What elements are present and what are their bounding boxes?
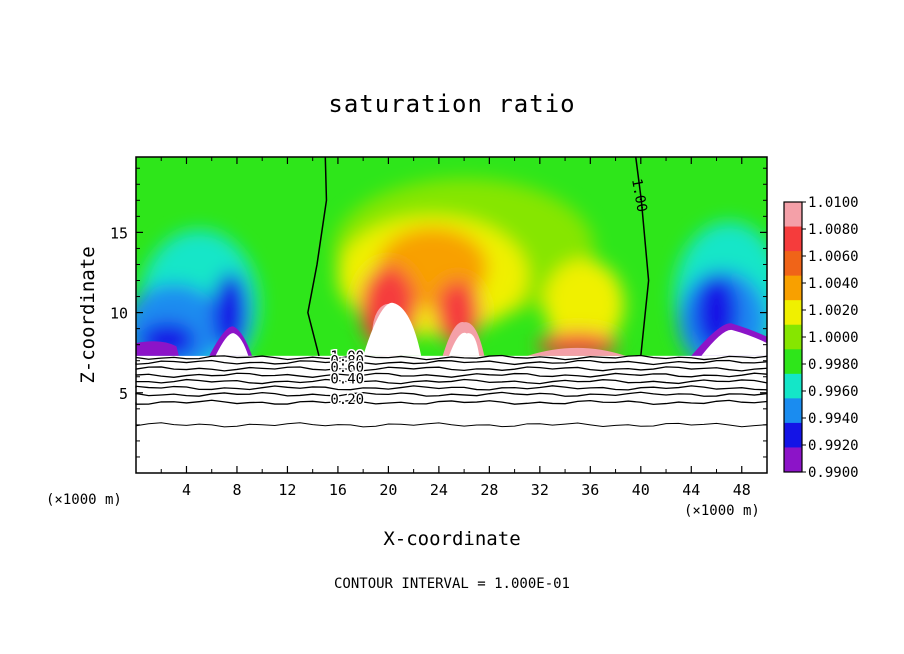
- subsaturated-region: [136, 355, 767, 473]
- contour-line: [135, 378, 768, 385]
- contour-label: 0.80: [330, 354, 364, 370]
- x-axis: 4 8 12 16 20 24 28 32 36 40 44 48: [160, 157, 751, 499]
- pocket-white-left: [363, 302, 422, 356]
- y-tick-label: 15: [110, 224, 128, 242]
- x-tick-label: 16: [329, 481, 347, 499]
- plot-frame: [135, 156, 768, 474]
- x-unit-label-right: (×1000 m): [684, 503, 760, 519]
- colorbar-label: 0.9980: [808, 357, 859, 373]
- contour-line: [135, 359, 768, 366]
- colorbar-swatch: [784, 275, 802, 301]
- contour-line: [135, 391, 768, 397]
- colorbar-swatch: [784, 349, 802, 375]
- x-tick-label: 8: [232, 481, 241, 499]
- colorbar-label: 0.9960: [808, 384, 859, 400]
- pocket-white-mid: [448, 332, 480, 356]
- lower-contours: 1.000.800.600.40 0.20: [135, 347, 768, 428]
- contour-line: [135, 422, 768, 428]
- x-tick-label: 24: [430, 481, 448, 499]
- x-tick-label: 48: [733, 481, 751, 499]
- contour-label: 1.00: [330, 349, 364, 365]
- y-tick-label: 10: [110, 305, 128, 323]
- colorbar-swatch: [784, 398, 802, 424]
- contour-label: 0.40: [330, 371, 364, 387]
- contour-line: [135, 372, 768, 378]
- colorbar-label: 1.0020: [808, 303, 859, 319]
- x-tick-label: 28: [480, 481, 498, 499]
- y-axis: 5 10 15: [110, 167, 767, 458]
- contour-label: 0.60: [330, 360, 364, 376]
- x-tick-label: 36: [581, 481, 599, 499]
- colorbar-label: 1.0060: [808, 249, 859, 265]
- x-tick-label: 12: [278, 481, 296, 499]
- x-unit-label-left: (×1000 m): [46, 492, 122, 508]
- colorbar-swatch: [784, 447, 802, 473]
- colorbar-label: 0.9900: [808, 465, 859, 481]
- saturation-contour-left: [307, 156, 328, 357]
- colorbar-label: 0.9940: [808, 411, 859, 427]
- colorbar-label: 1.0000: [808, 330, 859, 346]
- x-axis-label: X-coordinate: [383, 528, 521, 550]
- contour-interval-note: CONTOUR INTERVAL = 1.000E-01: [333, 576, 570, 592]
- saturation-field: [136, 157, 767, 473]
- field-pockets: [136, 302, 767, 360]
- colorbar: 1.0100 1.0080 1.0060 1.0040 1.0020 1.0000 0.99…: [783, 195, 859, 481]
- contour-label: 0.20: [330, 392, 364, 408]
- colorbar-swatch: [784, 422, 802, 448]
- moist-region-right: [544, 259, 625, 350]
- pocket-white-right-hill: [701, 329, 767, 356]
- contour-line: [135, 399, 768, 406]
- contour-line: [135, 366, 768, 372]
- pocket-purple-edge: [136, 341, 179, 356]
- pocket-white-left-hill: [215, 333, 249, 356]
- y-tick-label: 5: [119, 385, 128, 403]
- field-gradients: [136, 178, 767, 380]
- colorbar-swatch: [784, 324, 802, 350]
- pocket-pink-right: [527, 347, 626, 356]
- x-tick-label: 40: [632, 481, 650, 499]
- x-tick-label: 20: [379, 481, 397, 499]
- contour-line: [135, 354, 768, 361]
- contour-line: [135, 385, 768, 391]
- saturation-contour-right: [635, 156, 650, 356]
- colorbar-label: 1.0040: [808, 276, 859, 292]
- x-tick-label: 44: [682, 481, 700, 499]
- x-tick-label: 32: [531, 481, 549, 499]
- colorbar-swatch: [784, 202, 802, 228]
- chart-title: saturation ratio: [328, 90, 576, 118]
- colorbar-swatch: [784, 300, 802, 326]
- colorbar-label: 0.9920: [808, 438, 859, 454]
- x-tick-label: 4: [182, 481, 191, 499]
- colorbar-label: 1.0100: [808, 195, 859, 211]
- colorbar-swatch: [784, 226, 802, 252]
- colorbar-swatch: [784, 251, 802, 277]
- saturation-contour-label: 1.00: [628, 177, 650, 213]
- colorbar-label: 1.0080: [808, 222, 859, 238]
- colorbar-swatch: [784, 373, 802, 399]
